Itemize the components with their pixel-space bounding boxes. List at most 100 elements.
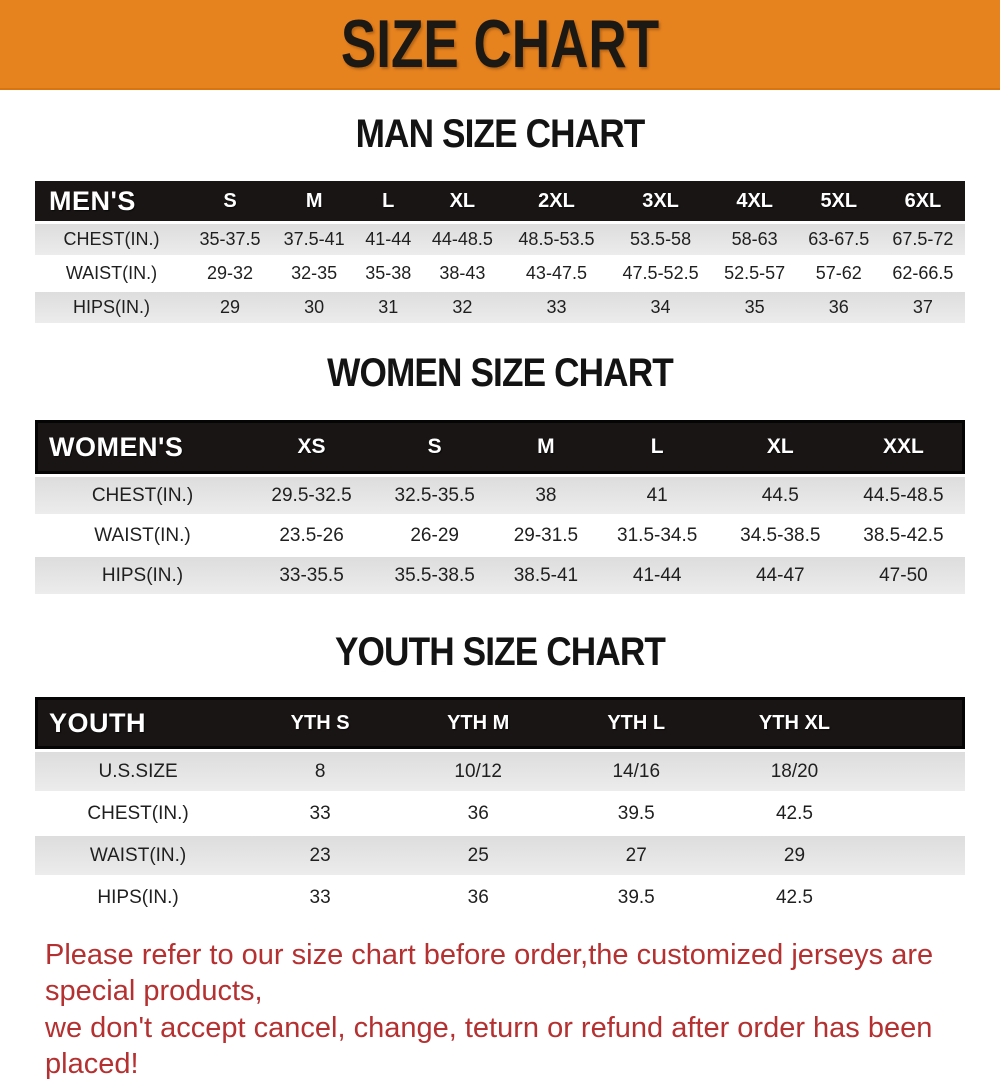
size-cell: 35.5-38.5 bbox=[373, 554, 496, 594]
size-cell: 10/12 bbox=[399, 749, 557, 791]
size-cell: 35 bbox=[713, 289, 797, 323]
size-column-header: M bbox=[272, 181, 356, 221]
size-column-header: 2XL bbox=[504, 181, 608, 221]
size-cell: 44.5 bbox=[719, 474, 842, 514]
filler-cell bbox=[874, 697, 965, 749]
size-cell: 34.5-38.5 bbox=[719, 514, 842, 554]
size-cell: 38.5-41 bbox=[496, 554, 595, 594]
size-cell: 67.5-72 bbox=[881, 221, 965, 255]
size-cell: 18/20 bbox=[715, 749, 873, 791]
size-column-header: S bbox=[188, 181, 272, 221]
size-cell: 36 bbox=[399, 791, 557, 833]
size-cell: 36 bbox=[797, 289, 881, 323]
size-column-header: YTH S bbox=[241, 697, 399, 749]
size-cell: 29 bbox=[188, 289, 272, 323]
size-cell: 33 bbox=[241, 875, 399, 917]
size-cell: 23 bbox=[241, 833, 399, 875]
measure-label: CHEST(IN.) bbox=[35, 474, 250, 514]
size-column-header: YTH L bbox=[557, 697, 715, 749]
size-column-header: S bbox=[373, 420, 496, 474]
size-cell: 8 bbox=[241, 749, 399, 791]
size-cell: 29-31.5 bbox=[496, 514, 595, 554]
size-cell: 47.5-52.5 bbox=[609, 255, 713, 289]
page-title: SIZE CHART bbox=[341, 5, 659, 83]
size-column-header: L bbox=[356, 181, 420, 221]
measure-label: HIPS(IN.) bbox=[35, 289, 188, 323]
size-cell: 32-35 bbox=[272, 255, 356, 289]
size-column-header: XL bbox=[719, 420, 842, 474]
size-column-header: L bbox=[596, 420, 719, 474]
size-column-header: YTH XL bbox=[715, 697, 873, 749]
table-group-label: MEN'S bbox=[35, 181, 188, 221]
size-cell: 47-50 bbox=[842, 554, 965, 594]
size-cell: 41-44 bbox=[356, 221, 420, 255]
size-cell: 29 bbox=[715, 833, 873, 875]
size-cell: 37.5-41 bbox=[272, 221, 356, 255]
size-cell: 27 bbox=[557, 833, 715, 875]
measure-label: CHEST(IN.) bbox=[35, 221, 188, 255]
size-cell: 34 bbox=[609, 289, 713, 323]
size-cell: 33 bbox=[241, 791, 399, 833]
size-cell: 41-44 bbox=[596, 554, 719, 594]
size-cell: 31 bbox=[356, 289, 420, 323]
measure-label: WAIST(IN.) bbox=[35, 514, 250, 554]
size-column-header: M bbox=[496, 420, 595, 474]
size-cell: 57-62 bbox=[797, 255, 881, 289]
size-cell: 36 bbox=[399, 875, 557, 917]
size-cell: 38 bbox=[496, 474, 595, 514]
size-column-header: 5XL bbox=[797, 181, 881, 221]
size-column-header: 3XL bbox=[609, 181, 713, 221]
size-cell: 38-43 bbox=[420, 255, 504, 289]
size-cell: 32.5-35.5 bbox=[373, 474, 496, 514]
filler-cell bbox=[874, 875, 965, 917]
size-cell: 48.5-53.5 bbox=[504, 221, 608, 255]
size-cell: 25 bbox=[399, 833, 557, 875]
size-cell: 53.5-58 bbox=[609, 221, 713, 255]
size-cell: 44-48.5 bbox=[420, 221, 504, 255]
size-cell: 39.5 bbox=[557, 875, 715, 917]
disclaimer-line-2: we don't accept cancel, change, teturn o… bbox=[45, 1010, 960, 1082]
size-cell: 62-66.5 bbox=[881, 255, 965, 289]
filler-cell bbox=[874, 749, 965, 791]
table-group-label: YOUTH bbox=[35, 697, 241, 749]
table-group-label: WOMEN'S bbox=[35, 420, 250, 474]
size-column-header: XL bbox=[420, 181, 504, 221]
women-section-heading: WOMEN SIZE CHART bbox=[60, 351, 940, 396]
measure-label: CHEST(IN.) bbox=[35, 791, 241, 833]
size-cell: 33-35.5 bbox=[250, 554, 373, 594]
size-cell: 37 bbox=[881, 289, 965, 323]
size-cell: 38.5-42.5 bbox=[842, 514, 965, 554]
size-cell: 43-47.5 bbox=[504, 255, 608, 289]
size-cell: 52.5-57 bbox=[713, 255, 797, 289]
size-cell: 35-38 bbox=[356, 255, 420, 289]
size-cell: 39.5 bbox=[557, 791, 715, 833]
size-cell: 29-32 bbox=[188, 255, 272, 289]
size-cell: 42.5 bbox=[715, 875, 873, 917]
size-cell: 26-29 bbox=[373, 514, 496, 554]
men-section-heading: MAN SIZE CHART bbox=[60, 112, 940, 157]
size-cell: 33 bbox=[504, 289, 608, 323]
size-cell: 63-67.5 bbox=[797, 221, 881, 255]
